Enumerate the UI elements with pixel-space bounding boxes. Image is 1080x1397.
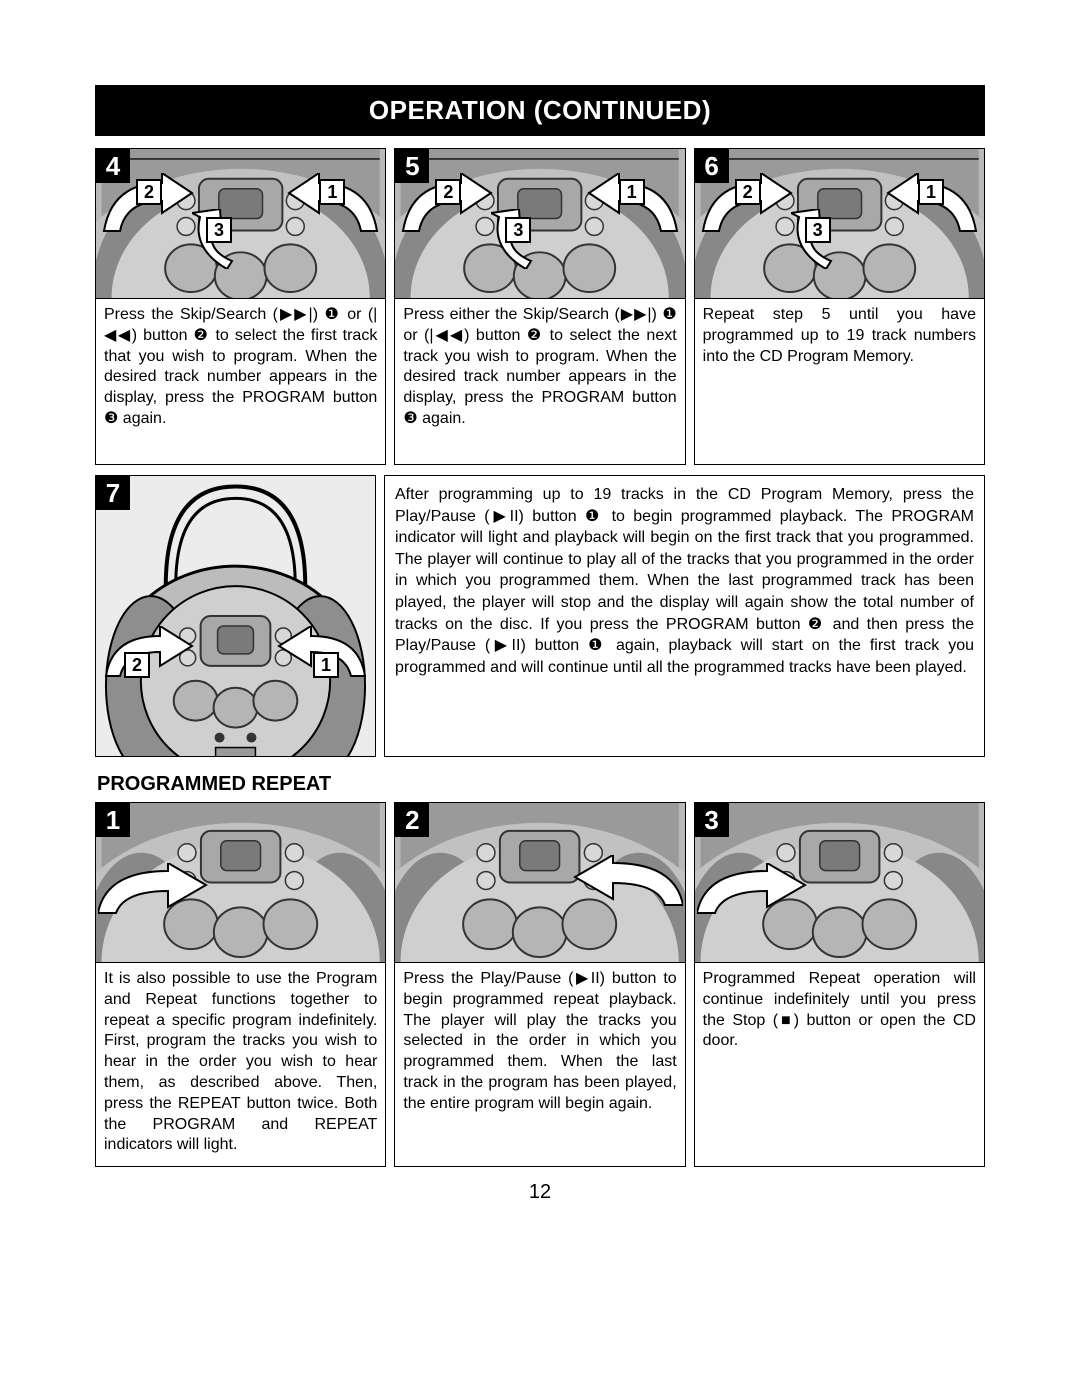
callout-label: 2 <box>435 179 461 205</box>
step-6-text: Repeat step 5 until you have programmed … <box>695 299 984 464</box>
callout-label: 1 <box>619 179 645 205</box>
repeat-step-1-figure: 1 <box>96 803 385 963</box>
step-badge: 6 <box>695 149 729 183</box>
step-5-cell: 5 <box>394 148 685 465</box>
step-badge: 3 <box>695 803 729 837</box>
steps-row-top: 4 <box>95 148 985 465</box>
step-badge: 7 <box>96 476 130 510</box>
callout-label: 1 <box>319 179 345 205</box>
repeat-step-3-text: Programmed Repeat operation will continu… <box>695 963 984 1163</box>
callout-label: 2 <box>124 652 150 678</box>
step-badge: 4 <box>96 149 130 183</box>
repeat-step-1-text: It is also possible to use the Program a… <box>96 963 385 1166</box>
repeat-step-3-cell: 3 <box>694 802 985 1167</box>
steps-row-bottom: 1 <box>95 802 985 1167</box>
page-title: OPERATION (CONTINUED) <box>95 85 985 136</box>
step-7-figure: 7 <box>96 476 375 756</box>
page-number: 12 <box>95 1181 985 1204</box>
step-badge: 1 <box>96 803 130 837</box>
step-4-figure: 4 <box>96 149 385 299</box>
step-7-figure-cell: 7 <box>95 475 376 757</box>
step-6-cell: 6 <box>694 148 985 465</box>
manual-page: OPERATION (CONTINUED) 4 <box>0 0 1080 1244</box>
callout-label: 2 <box>136 179 162 205</box>
section-heading: PROGRAMMED REPEAT <box>97 773 985 796</box>
repeat-step-1-cell: 1 <box>95 802 386 1167</box>
step-badge: 2 <box>395 803 429 837</box>
step-4-cell: 4 <box>95 148 386 465</box>
callout-label: 3 <box>505 217 531 243</box>
callout-label: 3 <box>206 217 232 243</box>
step-7-text: After programming up to 19 tracks in the… <box>384 475 985 757</box>
callout-label: 1 <box>313 652 339 678</box>
callout-label: 3 <box>805 217 831 243</box>
step-badge: 5 <box>395 149 429 183</box>
repeat-step-3-figure: 3 <box>695 803 984 963</box>
step-5-text: Press either the Skip/Search (▶▶|) ❶ or … <box>395 299 684 464</box>
step-5-figure: 5 <box>395 149 684 299</box>
step-6-figure: 6 <box>695 149 984 299</box>
repeat-step-2-figure: 2 <box>395 803 684 963</box>
repeat-step-2-text: Press the Play/Pause (▶II) button to beg… <box>395 963 684 1163</box>
step-7-row: 7 <box>95 475 985 757</box>
step-4-text: Press the Skip/Search (▶▶|) ❶ or (|◀◀) b… <box>96 299 385 464</box>
callout-label: 1 <box>918 179 944 205</box>
repeat-step-2-cell: 2 <box>394 802 685 1167</box>
callout-label: 2 <box>735 179 761 205</box>
